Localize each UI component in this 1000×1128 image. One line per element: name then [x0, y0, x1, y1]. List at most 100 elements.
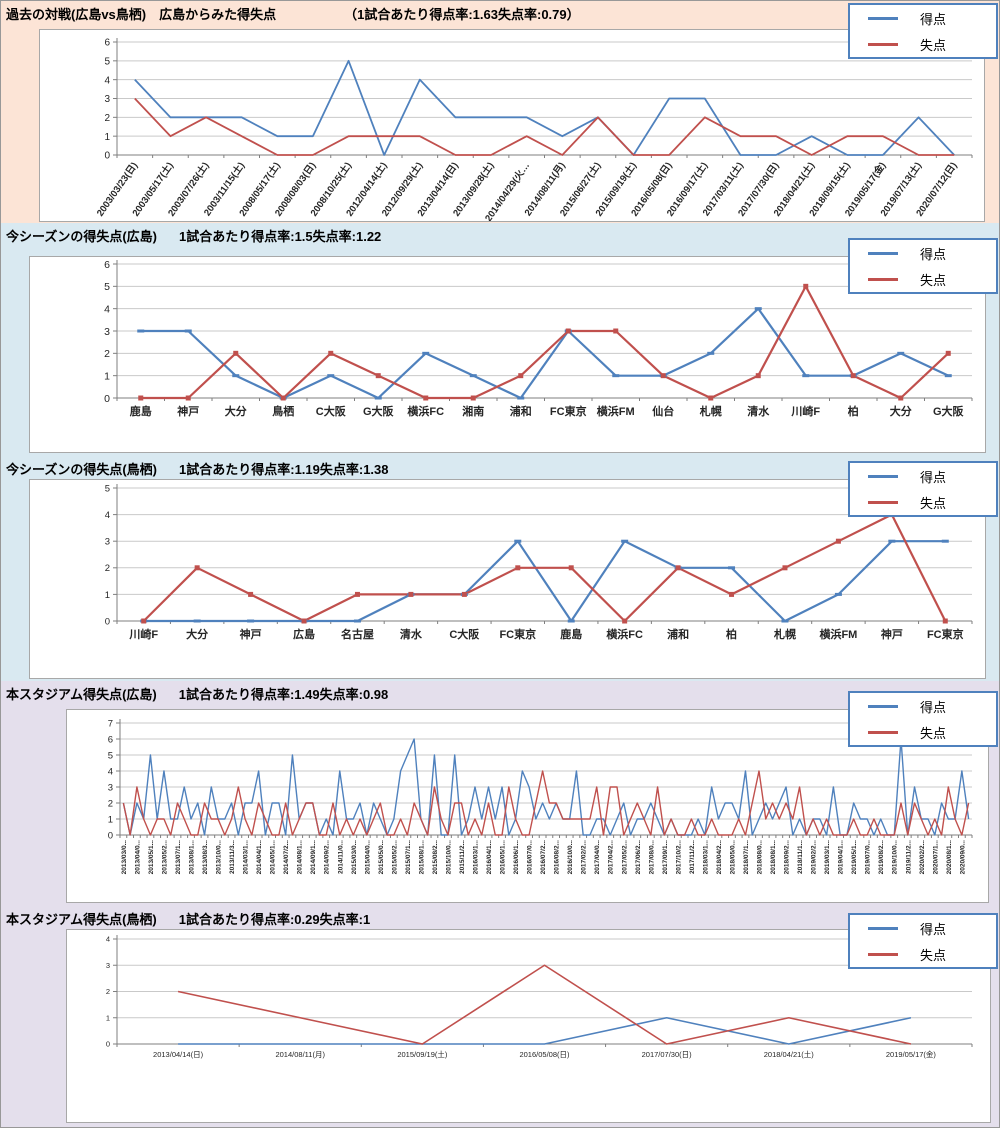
section-title: 今シーズンの得失点(広島) — [6, 229, 158, 244]
x-tick-label: 2020/02/2... — [919, 840, 926, 875]
x-tick-label: 2019/05/1... — [851, 840, 858, 875]
legend: 得点 失点 — [848, 913, 998, 969]
score-marker — [941, 539, 949, 543]
x-tick-label: 2018/04/21(土) — [764, 1049, 815, 1059]
score-line — [140, 307, 949, 400]
score-marker — [514, 539, 522, 543]
concede-marker — [461, 591, 467, 597]
legend-concede-row: 失点 — [850, 493, 996, 512]
legend-concede-label: 失点 — [920, 947, 947, 963]
x-tick-label: 横浜FC — [606, 627, 643, 641]
legend-score-row: 得点 — [850, 697, 996, 716]
y-tick-label: 1 — [108, 814, 113, 825]
concede-marker — [138, 395, 144, 401]
x-tick-label: 大分 — [890, 404, 912, 418]
y-tick-label: 4 — [104, 75, 110, 86]
x-tick-label: 2013/10/0... — [216, 840, 223, 875]
chart-box-stadium-hiroshima: 0 1 2 3 4 5 6 7 2013/03/0... 2013/04/0... 2013/05/… — [66, 709, 989, 903]
score-marker — [834, 592, 842, 596]
x-tick-label: FC東京 — [550, 404, 587, 418]
y-tick-label: 2 — [104, 113, 110, 124]
concede-marker — [898, 395, 904, 401]
score-marker — [517, 396, 525, 400]
legend-score-label: 得点 — [920, 469, 947, 485]
x-tick-label: 2015/05/0... — [378, 840, 385, 875]
y-tick-label: 1 — [104, 132, 110, 143]
section-title: 本スタジアム得失点(広島) — [6, 687, 157, 702]
x-tick-label: 2015/04/0... — [364, 840, 371, 875]
concede-marker — [423, 395, 429, 401]
chart-canvas-season-tosu: 0 1 2 3 4 5 川崎F 大分 神戸 広島 名古屋 清水 C大阪 FC東京 鹿島 横浜FC 浦和 柏 札幌 横浜… — [105, 483, 973, 641]
concede-marker — [945, 350, 951, 356]
chart-box-season-hiroshima: 0 1 2 3 4 5 6 鹿島 神戸 大分 鳥栖 C大阪 G大阪 横浜FC 湘南 浦和 FC東京 横浜FM 仙台札… — [29, 256, 986, 453]
x-tick-label: 2015/08/2... — [432, 840, 439, 875]
chart-box-past: 0 1 2 3 4 5 6 2003/03/23(日) 2003/05/17(土) 2003/07… — [39, 29, 985, 222]
x-tick-label: 2016/05/1... — [500, 840, 507, 875]
x-tick-label: 2018/08/0... — [757, 840, 764, 875]
legend: 得点 失点 — [848, 691, 998, 747]
chart-canvas-stadium-hiroshima: 0 1 2 3 4 5 6 7 2013/03/0... 2013/04/0... 2013/05/… — [108, 718, 973, 875]
concede-marker — [375, 373, 381, 379]
score-line — [122, 738, 970, 836]
score-marker — [327, 374, 335, 378]
score-marker — [422, 351, 430, 355]
x-tick-label: 鳥栖 — [272, 404, 294, 418]
y-tick-label: 0 — [104, 151, 110, 162]
x-tick-label: 2013/08/3... — [202, 840, 209, 875]
x-tick-label: 仙台 — [652, 404, 674, 418]
y-tick-label: 2 — [105, 563, 110, 574]
legend-concede-row: 失点 — [850, 723, 996, 742]
x-tick-label: 広島 — [293, 627, 315, 641]
x-tick-label: 2015/11/2... — [459, 840, 466, 874]
x-tick-label: 2016/08/2... — [554, 840, 561, 875]
x-tick-label: 2017/02/2... — [581, 840, 588, 875]
x-tick-label: 2018/03/1... — [702, 840, 709, 875]
y-tick-label: 1 — [104, 370, 110, 382]
y-tick-label: 6 — [104, 38, 110, 49]
score-line — [134, 59, 955, 156]
x-tick-label: 札幌 — [773, 627, 796, 641]
x-tick-label: 浦和 — [667, 627, 689, 641]
x-tick-label: 川崎F — [128, 627, 158, 641]
chart-canvas-past: 01234562003/03/23(日)2003/05/17(土)2003/07… — [95, 38, 973, 221]
legend-score-row: 得点 — [850, 919, 996, 938]
x-tick-label: 神戸 — [881, 627, 903, 641]
score-marker — [567, 619, 575, 623]
x-tick-label: FC東京 — [499, 627, 536, 641]
x-tick-label: 2014/08/1... — [297, 840, 304, 875]
concede-line — [142, 513, 947, 623]
legend-concede-row: 失点 — [850, 35, 996, 54]
score-marker — [754, 307, 762, 311]
score-marker — [247, 619, 255, 623]
concede-marker — [942, 618, 948, 624]
y-tick-label: 3 — [108, 782, 113, 793]
concede-line-swatch — [868, 42, 898, 46]
y-tick-label: 3 — [105, 537, 110, 548]
x-tick-label: 2017/04/0... — [594, 840, 601, 875]
x-tick-label: 2019/10/0... — [892, 840, 899, 875]
score-marker — [184, 329, 192, 333]
concede-marker — [354, 591, 360, 597]
legend-concede-row: 失点 — [850, 270, 996, 289]
concede-marker — [328, 350, 334, 356]
score-marker — [193, 619, 201, 623]
x-tick-label: 鹿島 — [560, 627, 582, 641]
score-line-swatch — [868, 926, 898, 930]
x-tick-label: G大阪 — [933, 404, 965, 418]
x-tick-label: 2018/11/1... — [797, 840, 804, 874]
x-tick-label: 2020/08/1... — [946, 840, 953, 875]
x-tick-label: 2016/03/1... — [473, 840, 480, 875]
concede-marker — [755, 373, 761, 379]
concede-marker — [185, 395, 191, 401]
x-tick-label: 2019/02/2... — [811, 840, 818, 875]
x-tick-label: 2016/04/1... — [486, 840, 493, 875]
concede-line — [177, 964, 912, 1045]
x-tick-label: 2016/06/1... — [513, 840, 520, 875]
x-tick-label: 2013/08/1... — [189, 840, 196, 875]
x-tick-label: 2019/05/17(金) — [886, 1049, 937, 1059]
concede-line-swatch — [868, 730, 898, 734]
concede-marker — [708, 395, 714, 401]
y-tick-label: 2 — [106, 987, 110, 996]
x-tick-label: 2017/11/2... — [689, 840, 696, 874]
y-tick-label: 3 — [104, 326, 110, 338]
